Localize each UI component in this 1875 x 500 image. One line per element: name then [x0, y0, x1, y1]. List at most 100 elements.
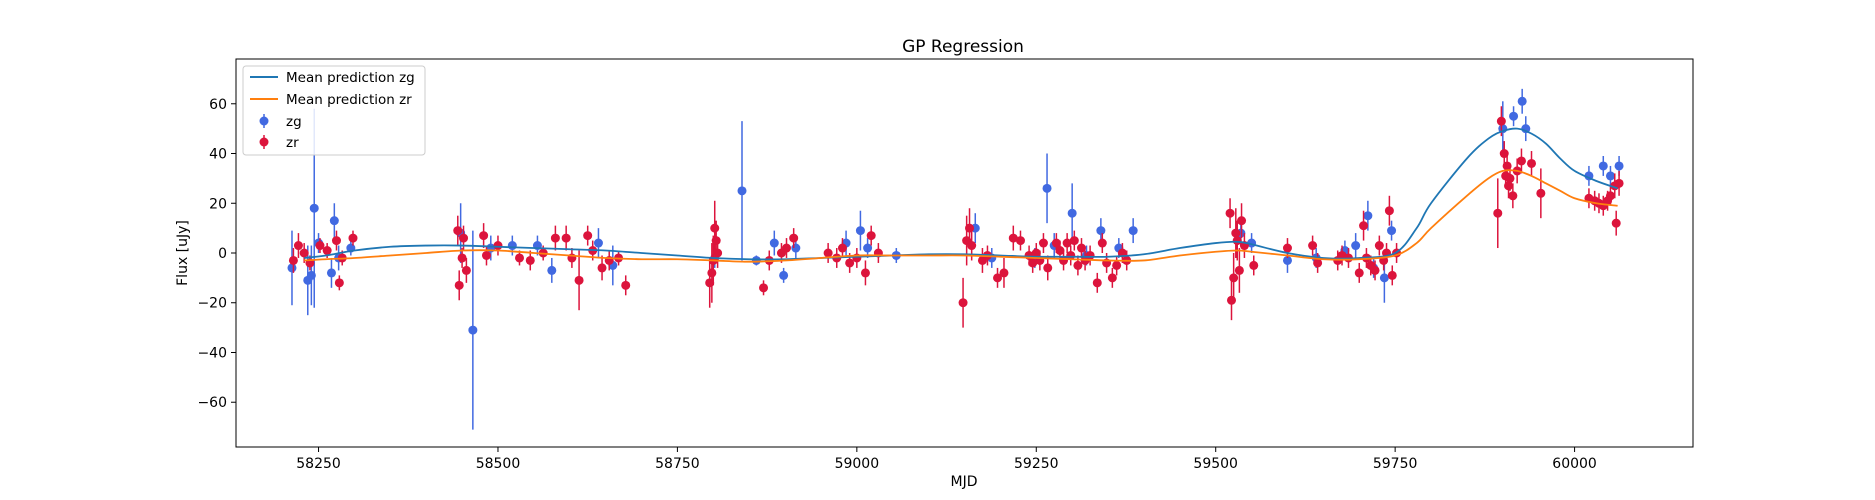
zg-point [326, 268, 336, 278]
zr-point [1092, 278, 1102, 288]
zr-point [967, 241, 977, 251]
legend-box [242, 65, 426, 156]
zr-point [713, 248, 723, 258]
zr-point [1614, 178, 1624, 188]
zg-point [593, 238, 603, 248]
y-tick-label: −20 [197, 296, 227, 312]
zg-point [737, 186, 747, 196]
chart-title: GP Regression [902, 37, 1024, 57]
zr-point [1527, 158, 1537, 168]
zg-point [1517, 96, 1527, 106]
zg-point [1387, 226, 1397, 236]
zr-point [845, 258, 855, 268]
zr-point [461, 265, 471, 275]
y-tick-label: 60 [209, 97, 227, 113]
zr-point [1605, 191, 1615, 201]
zr-point [823, 248, 833, 258]
zr-point [999, 268, 1009, 278]
zr-point [1097, 238, 1107, 248]
zr-point [1505, 173, 1515, 183]
zr-point [1611, 218, 1621, 228]
zr-point [1225, 208, 1235, 218]
zr-point [1231, 228, 1241, 238]
zr-point [1237, 216, 1247, 226]
plot-area-frame [235, 58, 1694, 448]
zr-point [1085, 250, 1095, 260]
legend-label-zr: zr [286, 135, 299, 151]
zr-point [457, 253, 467, 263]
mean-prediction-zg-line [304, 127, 1618, 261]
zr-point [1308, 241, 1318, 251]
legend-swatch-zr-marker [259, 137, 269, 147]
x-tick-label: 58500 [476, 456, 521, 472]
zr-point [621, 280, 631, 290]
x-tick-label: 59000 [835, 456, 880, 472]
zr-point [315, 241, 325, 251]
zr-point [1031, 248, 1041, 258]
zr-point [515, 253, 525, 263]
zr-point [1066, 250, 1076, 260]
zr-point [597, 263, 607, 273]
zr-point [1282, 243, 1292, 253]
x-axis: 58250 58500 58750 59000 59250 59500 59750 60000 [296, 447, 1597, 472]
zr-point [1370, 265, 1380, 275]
y-tick-label: −40 [197, 345, 227, 361]
zr-point [993, 273, 1003, 283]
zr-point [866, 231, 876, 241]
zr-point [331, 236, 341, 246]
zg-point [1282, 255, 1292, 265]
zg-point [769, 238, 779, 248]
x-tick-label: 59250 [1014, 456, 1059, 472]
zg-point [507, 241, 517, 251]
zg-point [1067, 208, 1077, 218]
zr-point [1504, 181, 1514, 191]
zg-point [1598, 161, 1608, 171]
zg-point [309, 203, 319, 213]
y-tick-label: 0 [218, 246, 227, 262]
zr-point [789, 233, 799, 243]
zg-point [1614, 161, 1624, 171]
zr-point [293, 241, 303, 251]
zr-point [837, 243, 847, 253]
zr-point [965, 223, 975, 233]
zr-point [1226, 295, 1236, 305]
y-tick-label: 40 [209, 147, 227, 163]
zr-point [1028, 258, 1038, 268]
zr-point [1359, 221, 1369, 231]
zg-point [855, 226, 865, 236]
y-tick-label: −60 [197, 395, 227, 411]
zr-point [1516, 156, 1526, 166]
zr-point [348, 233, 358, 243]
zr-point [525, 255, 535, 265]
zr-point [1073, 260, 1083, 270]
zr-point [1496, 116, 1506, 126]
y-axis: −60 −40 −20 0 20 40 60 [197, 97, 236, 411]
zr-point [453, 226, 463, 236]
zr-point [759, 283, 769, 293]
zg-point [1509, 111, 1519, 121]
y-tick-label: 20 [209, 196, 227, 212]
zr-point [1387, 270, 1397, 280]
zr-point [1008, 233, 1018, 243]
zg-point [1042, 183, 1052, 193]
y-axis-label: Flux [uJy] [175, 220, 191, 286]
zr-point [1493, 208, 1503, 218]
zr-point [1107, 273, 1117, 283]
zr-point [459, 233, 469, 243]
zr-point [1038, 238, 1048, 248]
zr-point [322, 246, 332, 256]
zr-point [1508, 191, 1518, 201]
zg-point [1096, 226, 1106, 236]
legend: Mean prediction zg Mean prediction zr zg… [242, 65, 426, 156]
zg-point [791, 243, 801, 253]
zg-point [287, 263, 297, 273]
legend-label-zg: zg [286, 114, 302, 130]
x-tick-label: 58250 [296, 456, 341, 472]
zr-point [1234, 265, 1244, 275]
zr-point [1043, 263, 1053, 273]
zr-point [479, 231, 489, 241]
zr-point [711, 236, 721, 246]
zr-point [1076, 243, 1086, 253]
zg-point [468, 325, 478, 335]
